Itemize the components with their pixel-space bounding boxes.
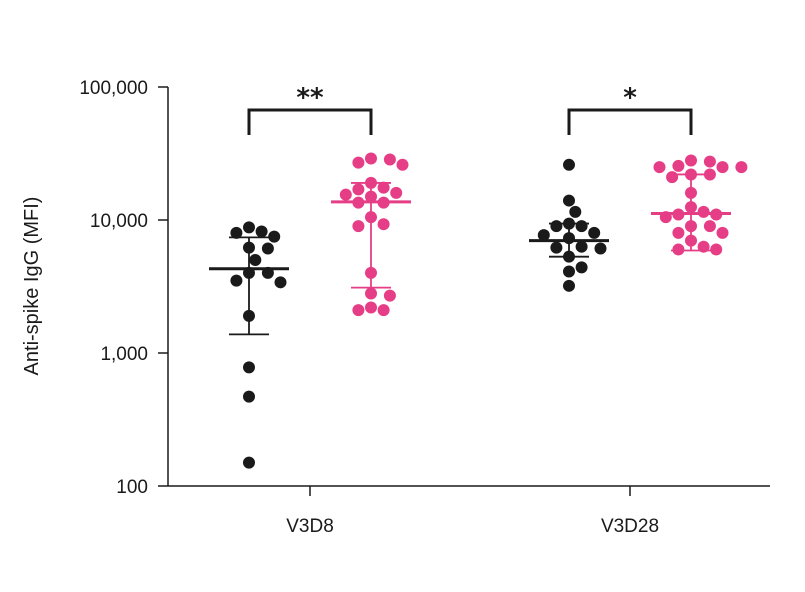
data-point — [697, 240, 710, 253]
group-v3d8: ** — [209, 83, 411, 469]
y-tick-label: 100 — [116, 477, 148, 498]
data-point — [383, 289, 396, 302]
significance-label: ** — [296, 83, 324, 113]
data-point — [352, 304, 365, 317]
data-point — [365, 266, 377, 279]
data-point — [563, 279, 575, 292]
data-point — [377, 218, 390, 231]
data-point — [563, 232, 575, 245]
data-point — [377, 304, 390, 317]
data-point — [390, 186, 403, 199]
significance-label: * — [623, 83, 637, 113]
data-point — [365, 190, 377, 203]
data-point — [243, 456, 255, 469]
data-point — [365, 301, 377, 314]
data-point — [685, 168, 697, 181]
data-point — [261, 242, 274, 255]
data-point — [672, 159, 685, 172]
data-point — [563, 194, 575, 207]
data-point — [563, 265, 575, 278]
data-point — [735, 161, 748, 174]
data-point — [569, 205, 582, 218]
data-point — [550, 241, 563, 254]
data-point — [243, 361, 255, 374]
data-point — [703, 155, 716, 168]
data-point — [685, 234, 697, 247]
y-tick-label: 1,000 — [100, 344, 148, 365]
significance-bracket — [247, 108, 373, 135]
data-point — [653, 161, 666, 174]
data-point — [365, 211, 377, 224]
data-point — [243, 390, 255, 403]
y-tick-label: 100,000 — [79, 78, 148, 99]
data-point — [274, 276, 287, 289]
data-point — [352, 220, 365, 233]
data-point — [563, 217, 575, 230]
data-point — [697, 205, 710, 218]
data-point — [243, 221, 255, 234]
data-point — [710, 243, 723, 256]
data-point — [685, 220, 697, 233]
data-point — [339, 188, 352, 201]
data-point — [672, 243, 685, 256]
data-point — [352, 183, 365, 196]
data-point — [672, 226, 685, 239]
data-point — [563, 250, 575, 263]
data-point — [383, 153, 396, 166]
group-v3d28: * — [529, 83, 748, 292]
data-point — [365, 287, 377, 300]
data-point — [377, 181, 390, 194]
data-point — [230, 226, 243, 239]
data-point — [537, 229, 550, 242]
data-point — [243, 309, 255, 322]
data-point — [396, 158, 409, 171]
data-point — [230, 274, 243, 287]
data-point — [563, 158, 575, 171]
data-point — [550, 220, 563, 233]
data-point — [352, 156, 365, 169]
data-point — [268, 230, 281, 243]
plot-groups: ** * — [209, 83, 748, 469]
data-point — [716, 161, 729, 174]
data-point — [594, 242, 607, 255]
data-point — [255, 225, 268, 238]
x-tick-label: V3D28 — [601, 516, 659, 537]
data-point — [588, 226, 601, 239]
data-point — [365, 176, 377, 189]
data-point — [685, 154, 697, 167]
data-point — [575, 261, 588, 274]
data-point — [685, 186, 697, 199]
significance-bracket — [567, 108, 693, 135]
x-ticks: V3D8 V3D28 — [286, 486, 659, 537]
data-point — [575, 220, 588, 233]
data-point — [666, 171, 679, 184]
y-tick-label: 10,000 — [90, 211, 148, 232]
data-point — [703, 220, 716, 233]
data-point — [575, 240, 588, 253]
data-point — [716, 226, 729, 239]
data-point — [243, 241, 255, 254]
y-ticks: 100 1,000 10,000 100,000 — [79, 78, 168, 498]
x-tick-label: V3D8 — [286, 516, 334, 537]
data-point — [249, 254, 262, 267]
data-point — [365, 152, 377, 165]
data-point — [685, 201, 697, 214]
y-axis-title: Anti-spike IgG (MFI) — [21, 197, 43, 376]
data-point — [703, 168, 716, 181]
